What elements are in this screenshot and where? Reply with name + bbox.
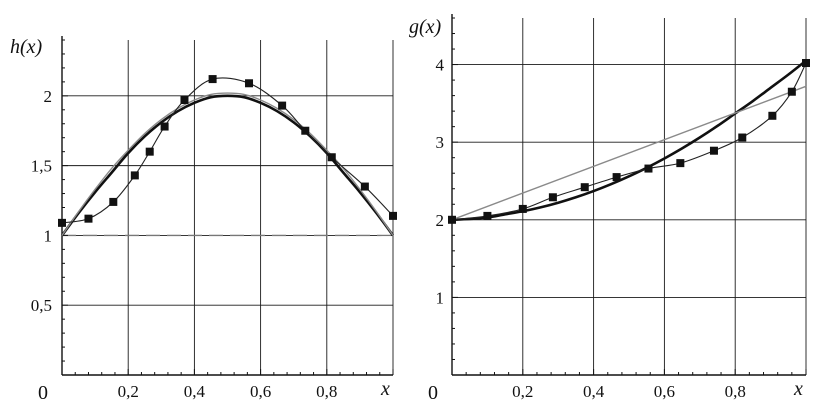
y-tick-label: 0,5 xyxy=(31,296,52,315)
data-point-marker xyxy=(145,147,154,156)
data-point-marker xyxy=(160,122,169,131)
data-point-marker xyxy=(245,79,254,88)
series-group xyxy=(58,75,397,237)
data-point-marker xyxy=(130,171,139,180)
y-axis-label: g(x) xyxy=(409,16,442,38)
data-point-marker xyxy=(709,146,718,155)
data-point-marker xyxy=(84,214,93,223)
data-point-marker xyxy=(676,159,685,168)
series-group xyxy=(448,59,810,224)
tick-labels: 0,2 0,4 0,6 0,8 0,5 1 1,5 2 xyxy=(31,87,338,401)
series-line-thin-black-markers xyxy=(451,62,807,221)
data-point-marker xyxy=(768,111,777,120)
x-tick-label: 0,6 xyxy=(250,382,271,401)
data-point-marker xyxy=(612,173,621,182)
x-tick-label: 0,8 xyxy=(316,382,337,401)
data-point-marker xyxy=(278,101,287,110)
grid xyxy=(452,18,807,375)
data-point-marker xyxy=(483,211,492,220)
data-point-marker xyxy=(327,153,336,162)
y-tick-label: 1 xyxy=(44,226,53,245)
x-tick-label: 0,8 xyxy=(725,382,746,401)
origin-label: 0 xyxy=(38,382,48,404)
chart-h: 0,2 0,4 0,6 0,8 0,5 1 1,5 2 h(x) x 0 xyxy=(10,36,397,404)
x-axis-label: x xyxy=(793,378,803,400)
origin-label: 0 xyxy=(428,382,438,404)
series-line-thick-black xyxy=(451,59,807,222)
data-point-marker xyxy=(208,75,217,84)
data-point-marker xyxy=(644,164,653,173)
data-point-marker xyxy=(109,197,118,206)
data-point-marker xyxy=(738,133,747,142)
series-line-thick-black xyxy=(60,94,395,237)
series-line-thin-gray xyxy=(451,85,807,221)
chart-g: 0,2 0,4 0,6 0,8 1 2 3 4 g(x) x 0 xyxy=(409,14,810,404)
x-tick-label: 0,2 xyxy=(512,382,533,401)
axes xyxy=(451,14,807,376)
x-axis-label: x xyxy=(380,378,390,400)
y-tick-label: 3 xyxy=(436,133,445,152)
x-tick-label: 0,4 xyxy=(583,382,605,401)
data-point-marker xyxy=(180,96,189,105)
data-point-marker xyxy=(389,211,397,220)
data-point-marker xyxy=(448,215,456,224)
y-axis-label: h(x) xyxy=(10,36,43,58)
grid xyxy=(62,40,394,375)
x-tick-label: 0,4 xyxy=(184,382,206,401)
data-point-marker xyxy=(802,59,810,68)
y-tick-label: 2 xyxy=(44,87,53,106)
data-point-marker xyxy=(58,218,66,227)
data-point-marker xyxy=(548,193,557,202)
series-line-thin-gray xyxy=(61,92,394,236)
data-point-marker xyxy=(787,87,796,96)
y-tick-label: 1,5 xyxy=(31,157,52,176)
y-tick-label: 1 xyxy=(436,288,445,307)
data-point-marker xyxy=(360,182,369,191)
x-tick-label: 0,2 xyxy=(118,382,139,401)
x-tick-label: 0,6 xyxy=(654,382,675,401)
y-tick-label: 4 xyxy=(436,56,445,75)
tick-labels: 0,2 0,4 0,6 0,8 1 2 3 4 xyxy=(436,56,746,401)
data-point-marker xyxy=(580,183,589,192)
data-point-marker xyxy=(301,126,310,135)
data-point-marker xyxy=(518,204,527,213)
y-tick-label: 2 xyxy=(436,211,445,230)
